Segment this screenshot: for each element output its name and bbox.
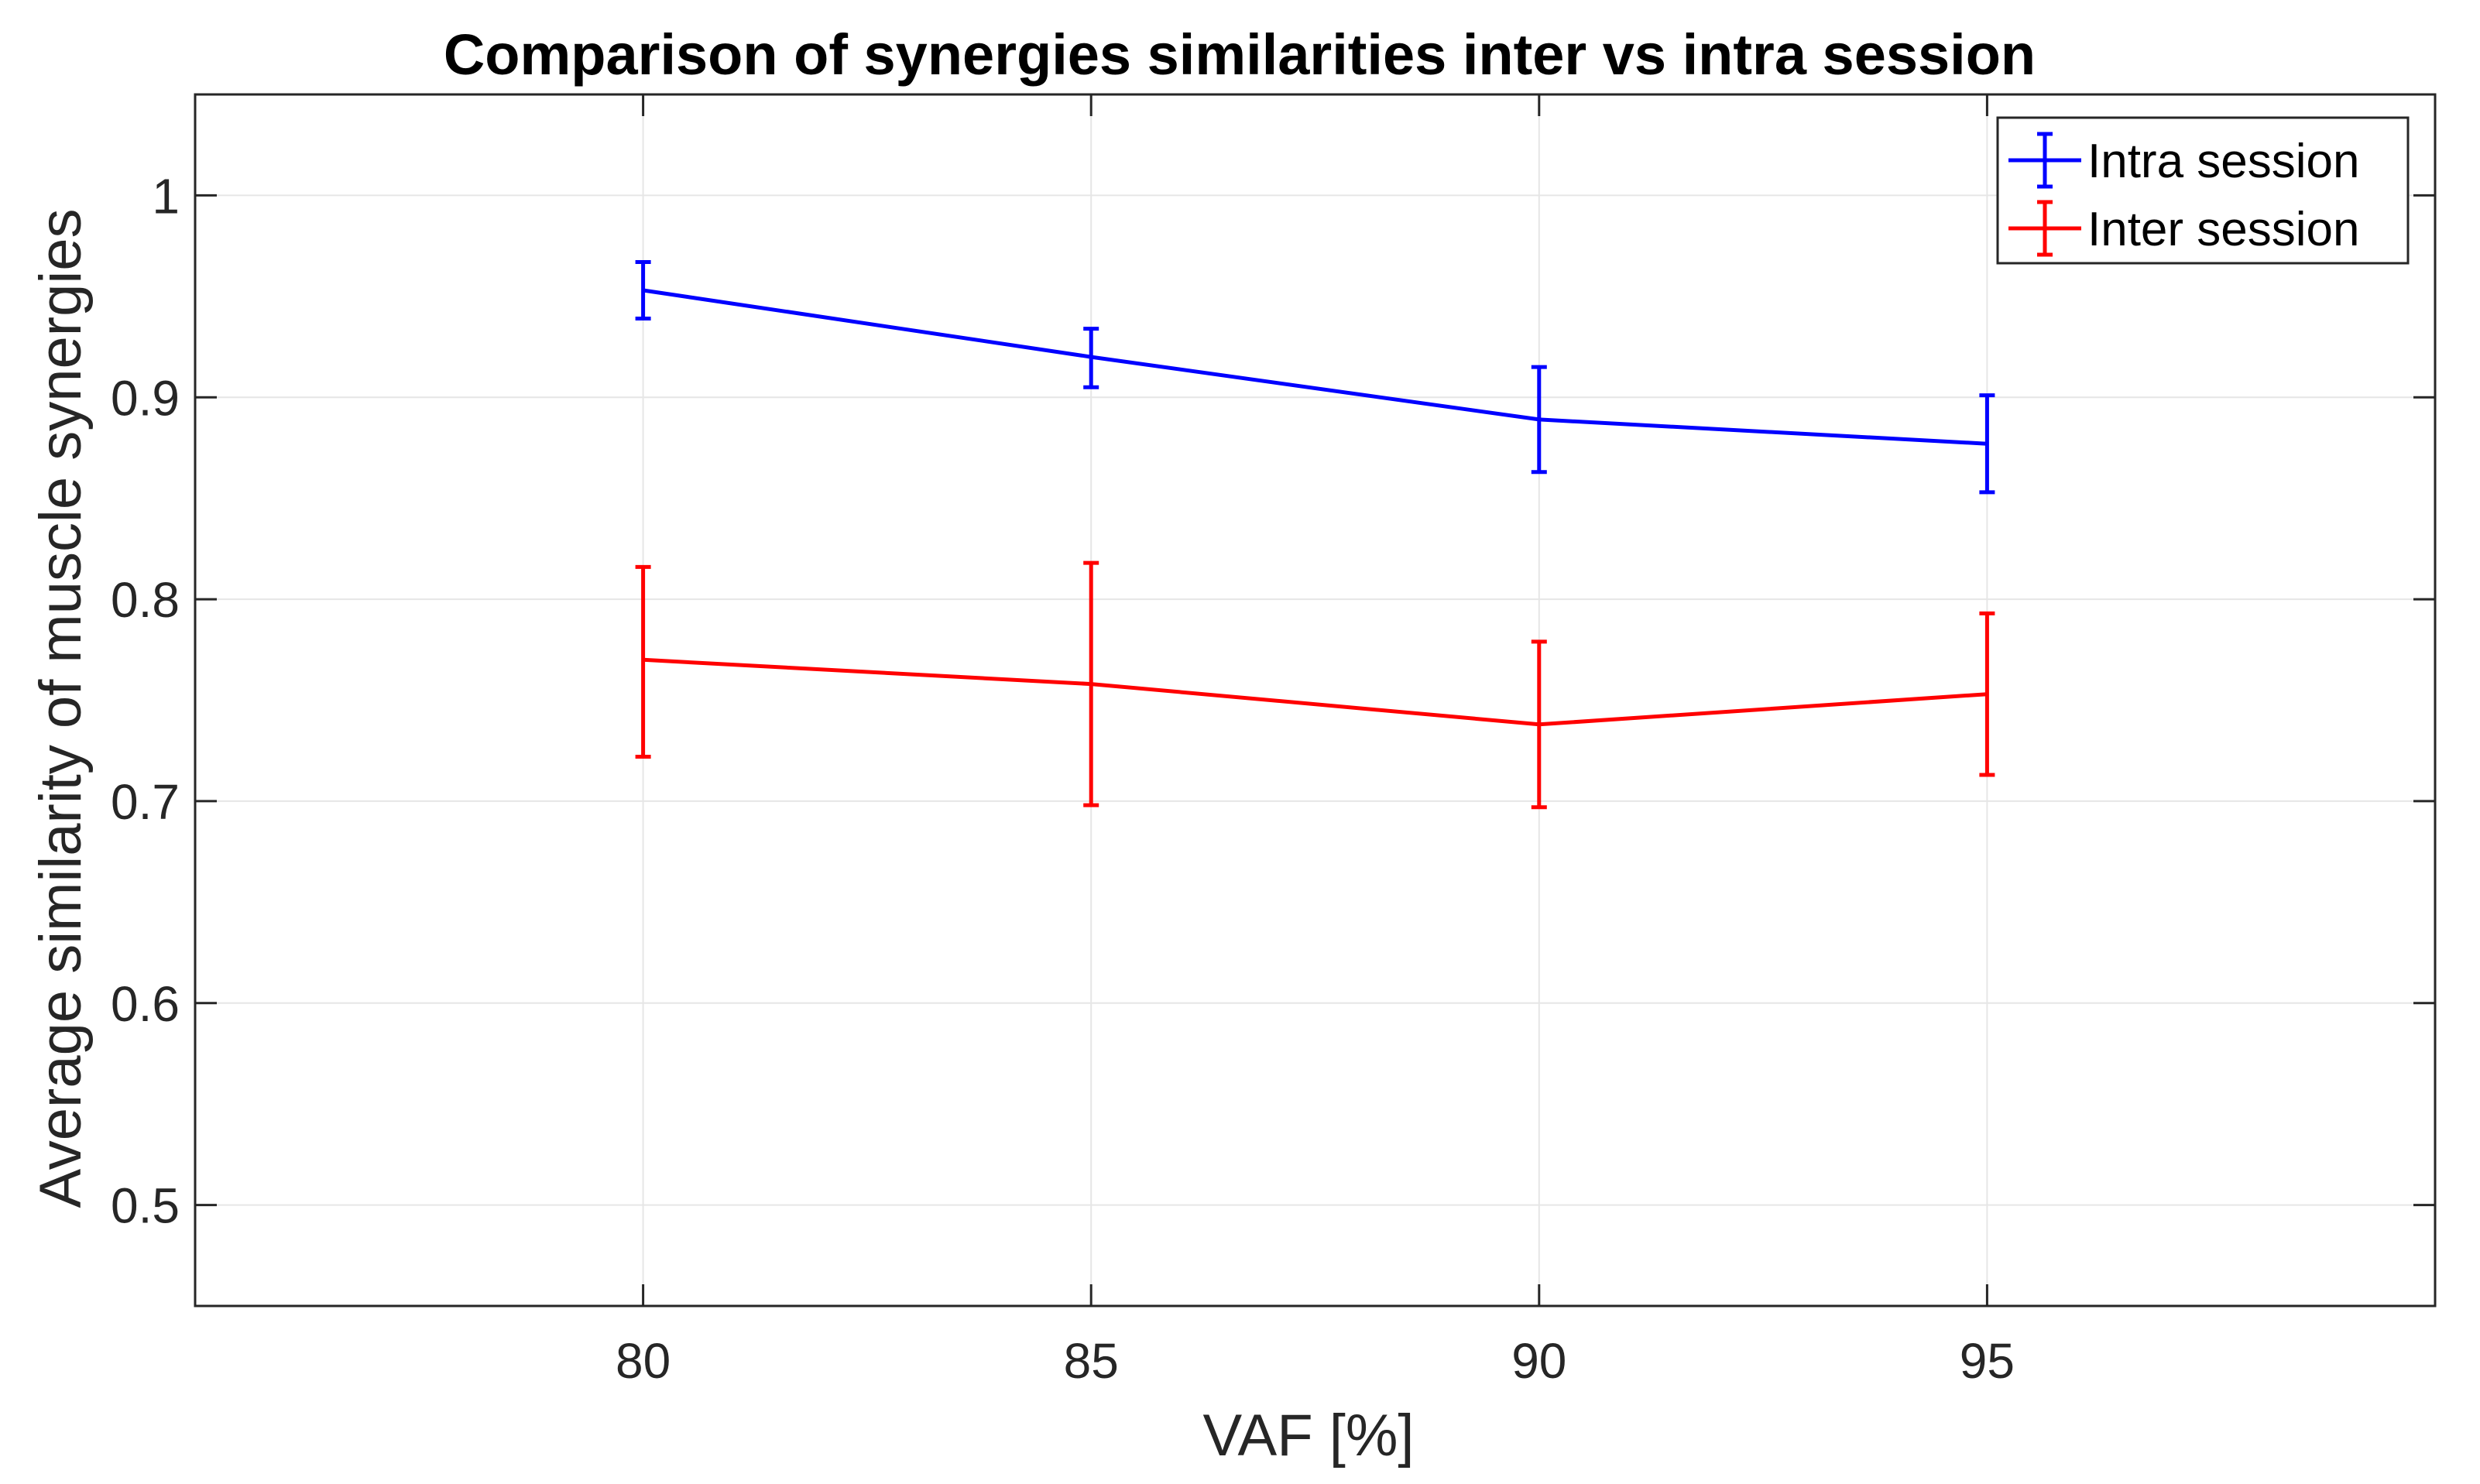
series-line-0	[643, 288, 1988, 446]
y-axis-label: Average similarity of muscle synergies	[28, 208, 94, 1208]
x-tick-label-95: 95	[1960, 1333, 2015, 1389]
series-group	[635, 259, 1995, 810]
error-bar-0-85	[1083, 327, 1099, 389]
legend-label-0: Intra session	[2087, 135, 2360, 188]
x-tick-label-85: 85	[1064, 1333, 1119, 1389]
chart-title: Comparison of synergies similarities int…	[444, 22, 2036, 87]
axes	[194, 93, 2437, 1307]
series-line-1	[643, 657, 1988, 727]
error-bar-0-80	[635, 259, 651, 321]
y-tick-label-0.6: 0.6	[111, 976, 180, 1032]
error-bar-1-80	[635, 564, 651, 759]
series-1	[635, 560, 1995, 810]
legend-label-1: Inter session	[2087, 203, 2360, 256]
error-bar-0-95	[1979, 393, 1995, 495]
y-tick-label-0.5: 0.5	[111, 1178, 180, 1234]
y-tick-label-0.7: 0.7	[111, 774, 180, 830]
error-bar-1-95	[1979, 611, 1995, 777]
error-bar-0-90	[1531, 365, 1547, 475]
legend-entry-0: Intra session	[2008, 132, 2360, 189]
x-tick-label-80: 80	[616, 1333, 671, 1389]
y-tick-label-1: 1	[152, 168, 180, 224]
y-tick-label-0.9: 0.9	[111, 370, 180, 426]
error-bar-1-85	[1083, 560, 1099, 807]
legend: Intra session Inter session	[1996, 116, 2410, 265]
x-tick-label-90: 90	[1511, 1333, 1566, 1389]
x-axis-label: VAF [%]	[1202, 1403, 1414, 1469]
series-0	[635, 259, 1995, 495]
error-bar-1-90	[1531, 639, 1547, 810]
legend-entry-1: Inter session	[2008, 200, 2360, 257]
tick-labels: 80 85 90 95 0.5 0.6 0.7 0.8 0.9 1	[111, 168, 2015, 1389]
legend-box	[1996, 116, 2410, 265]
axes-box	[194, 93, 2437, 1307]
y-tick-label-0.8: 0.8	[111, 572, 180, 628]
plot-area	[195, 94, 2435, 1306]
